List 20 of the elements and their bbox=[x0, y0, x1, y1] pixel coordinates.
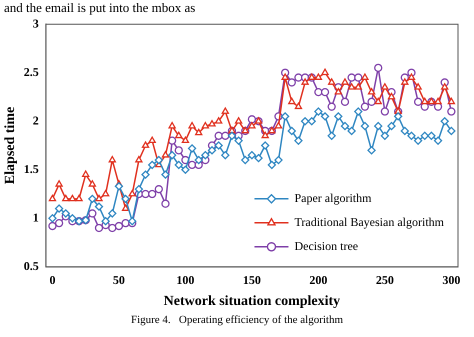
x-axis-title: Network situation complexity bbox=[164, 294, 340, 310]
x-tick-label: 100 bbox=[176, 273, 194, 288]
legend-label: Decision tree bbox=[294, 238, 358, 253]
y-tick-label: 3 bbox=[32, 16, 39, 30]
x-tick-label: 250 bbox=[376, 273, 394, 288]
y-tick-label: 2 bbox=[32, 113, 39, 128]
x-tick-label: 150 bbox=[242, 273, 261, 288]
caption: Figure 4. Operating efficiency of the algorithm bbox=[130, 314, 344, 326]
x-tick-label: 0 bbox=[49, 273, 56, 288]
y-axis-title: Elapsed time bbox=[3, 106, 18, 184]
y-tick-label: 0.5 bbox=[24, 258, 39, 273]
legend-label: Traditional Bayesian algorithm bbox=[294, 214, 445, 229]
x-tick-label: 50 bbox=[112, 273, 125, 288]
legend-label: Paper algorithm bbox=[294, 190, 372, 205]
text: and the email is put into the mbox as bbox=[4, 0, 196, 16]
y-tick-label: 2.5 bbox=[24, 64, 39, 79]
y-tick-label: 1.5 bbox=[24, 162, 39, 176]
y-tick-label: 1 bbox=[32, 210, 39, 224]
x-tick-label: 300 bbox=[442, 273, 460, 288]
x-tick-label: 200 bbox=[309, 273, 328, 288]
